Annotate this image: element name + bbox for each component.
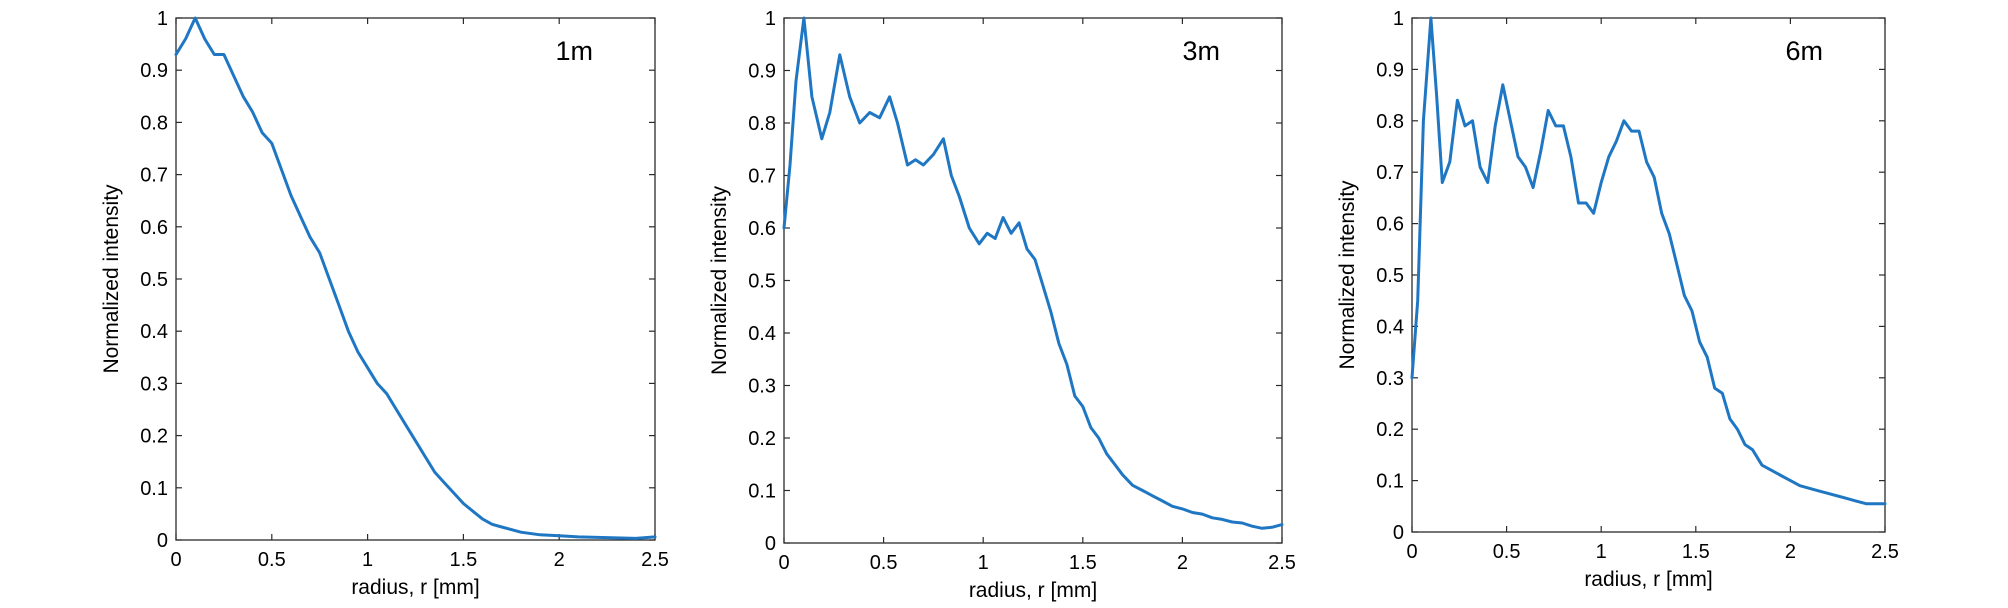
- y-tick-label: 0.4: [748, 323, 776, 345]
- y-tick-label: 0.1: [748, 481, 776, 503]
- x-tick-label: 1.5: [449, 549, 477, 571]
- y-tick-label: 1: [1393, 8, 1404, 30]
- plot-frame: [175, 17, 656, 541]
- intensity-curve-line: [1410, 16, 1887, 506]
- y-tick-label: 0.1: [1376, 471, 1404, 493]
- y-tick-label: 0.5: [1376, 265, 1404, 287]
- x-tick-label: 1.5: [1682, 541, 1710, 563]
- x-tick-label: 0.5: [1493, 541, 1521, 563]
- panel-distance-label: 1m: [555, 36, 593, 66]
- x-tick-label: 1: [362, 549, 373, 571]
- y-tick-label: 0: [157, 530, 168, 552]
- panel-distance-label: 3m: [1182, 36, 1220, 66]
- y-axis-label: Normalized intensity: [708, 185, 731, 375]
- y-tick-label: 0.7: [1376, 162, 1404, 184]
- y-tick-label: 0.2: [140, 426, 168, 448]
- y-tick-label: 0.9: [140, 60, 168, 82]
- x-axis-label: radius, r [mm]: [969, 579, 1097, 602]
- y-tick-label: 0.8: [748, 113, 776, 135]
- y-tick-label: 0.3: [140, 373, 168, 395]
- y-tick-label: 1: [157, 8, 168, 30]
- y-axis-label: Normalized intensity: [1336, 180, 1359, 370]
- x-axis-label: radius, r [mm]: [1584, 568, 1712, 591]
- y-tick-label: 0.2: [748, 428, 776, 450]
- y-tick-label: 0.3: [1376, 368, 1404, 390]
- x-axis-label: radius, r [mm]: [351, 576, 479, 599]
- x-tick-label: 0.5: [258, 549, 286, 571]
- chart-panel-2: 0 0.5 1 1.5 2 2.5 0 0.1 0.2 0.3 0.4 0.5 0.6 0.7 0.8 0.9…: [708, 8, 1296, 602]
- y-tick-label: 0: [1393, 522, 1404, 544]
- x-tick-label: 2.5: [641, 549, 669, 571]
- y-tick-label: 0.5: [140, 269, 168, 291]
- x-tick-label: 1: [1596, 541, 1607, 563]
- y-tick-label: 0.7: [748, 166, 776, 188]
- y-tick-label: 0.8: [1376, 111, 1404, 133]
- x-tick-label: 2: [1177, 552, 1188, 574]
- panel-distance-label: 6m: [1785, 36, 1823, 66]
- plot-frame: [783, 17, 1283, 544]
- x-tick-label: 0.5: [870, 552, 898, 574]
- chart-panel-3: 0 0.5 1 1.5 2 2.5 0 0.1 0.2 0.3 0.4 0.5 0.6 0.7 0.8 0.9…: [1336, 8, 1899, 591]
- intensity-curve-line: [782, 16, 1284, 530]
- x-tick-label: 2: [554, 549, 565, 571]
- y-tick-label: 1: [765, 8, 776, 30]
- y-tick-label: 0.4: [140, 321, 168, 343]
- y-tick-label: 0.6: [748, 218, 776, 240]
- y-tick-label: 0.8: [140, 112, 168, 134]
- y-tick-label: 0.9: [1376, 59, 1404, 81]
- y-tick-label: 0.4: [1376, 316, 1404, 338]
- intensity-curve-line: [174, 16, 657, 540]
- x-tick-label: 2.5: [1871, 541, 1899, 563]
- y-tick-label: 0.9: [748, 61, 776, 83]
- y-tick-label: 0.6: [140, 217, 168, 239]
- x-tick-label: 2.5: [1268, 552, 1296, 574]
- y-tick-label: 0.2: [1376, 419, 1404, 441]
- y-tick-label: 0.1: [140, 478, 168, 500]
- x-tick-label: 0: [170, 549, 181, 571]
- x-tick-label: 1: [978, 552, 989, 574]
- plot-frame: [1411, 17, 1886, 533]
- x-tick-label: 2: [1785, 541, 1796, 563]
- x-tick-label: 0: [778, 552, 789, 574]
- y-tick-label: 0.6: [1376, 214, 1404, 236]
- y-tick-label: 0.7: [140, 165, 168, 187]
- chart-panel-1: 0 0.5 1 1.5 2 2.5 0 0.1 0.2 0.3 0.4 0.5 0.6 0.7 0.8 0.9…: [100, 8, 669, 599]
- x-tick-label: 1.5: [1069, 552, 1097, 574]
- y-tick-label: 0.3: [748, 376, 776, 398]
- x-tick-label: 0: [1406, 541, 1417, 563]
- y-tick-label: 0: [765, 533, 776, 555]
- y-axis-label: Normalized intensity: [100, 184, 123, 374]
- y-tick-label: 0.5: [748, 271, 776, 293]
